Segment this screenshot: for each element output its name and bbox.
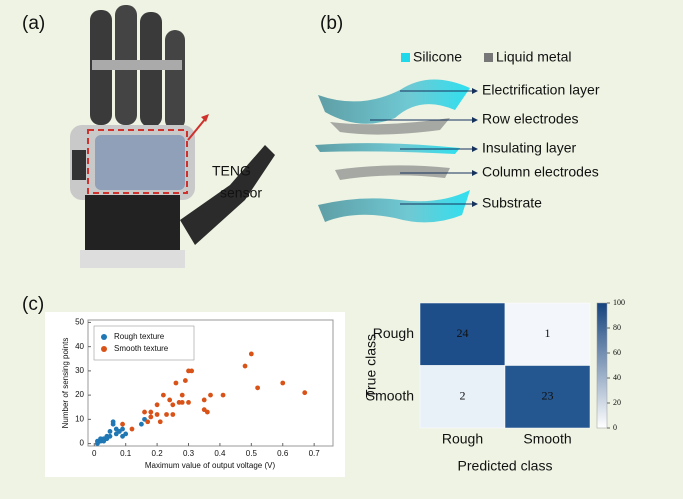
y-axis-label: Number of sensing points [61, 338, 70, 429]
x-tick-label: 0.4 [214, 449, 226, 458]
point [249, 352, 254, 357]
point [139, 422, 144, 427]
y-tick-label: 30 [75, 366, 84, 375]
point [205, 410, 210, 415]
layer-stack [315, 79, 478, 222]
point [155, 412, 160, 417]
point [108, 434, 113, 439]
y-tick-label: 10 [75, 414, 84, 423]
x-tick-label: 0.1 [120, 449, 132, 458]
y-tick-label: 20 [75, 390, 84, 399]
point [170, 412, 175, 417]
point [142, 410, 147, 415]
point [243, 364, 248, 369]
cell-value: 2 [460, 389, 466, 403]
colorbar-tick-label: 20 [613, 398, 621, 407]
point [123, 431, 128, 436]
point [170, 402, 175, 407]
point [180, 393, 185, 398]
point [189, 368, 194, 373]
legend-marker [101, 346, 107, 352]
cell-value: 24 [457, 326, 469, 340]
colorbar-tick-label: 80 [613, 323, 621, 332]
x-tick-label: 0.2 [152, 449, 164, 458]
point [120, 422, 125, 427]
legend-label: Liquid metal [496, 49, 572, 65]
point [186, 400, 191, 405]
panel-label: (b) [320, 13, 343, 34]
x-axis-label: Predicted class [458, 458, 553, 474]
y-tick-label: 40 [75, 342, 84, 351]
x-tick-label: 0.6 [277, 449, 289, 458]
annotation: TENG [212, 163, 251, 179]
point [221, 393, 226, 398]
point [158, 419, 163, 424]
point [183, 378, 188, 383]
colorbar [597, 303, 607, 428]
legend-label: Smooth texture [114, 344, 169, 353]
point [174, 381, 179, 386]
x-tick-label: Rough [442, 431, 483, 447]
legend-marker [101, 334, 107, 340]
panel-label: (a) [22, 13, 45, 34]
legend-swatch [484, 53, 493, 62]
y-tick-label: Rough [373, 325, 414, 341]
layer-label: Column electrodes [482, 164, 599, 180]
x-tick-label: 0.5 [246, 449, 258, 458]
point [167, 398, 172, 403]
point [148, 415, 153, 420]
point [180, 400, 185, 405]
cell-value: 23 [542, 389, 554, 403]
point [164, 412, 169, 417]
x-tick-label: Smooth [523, 431, 571, 447]
layer-label: Insulating layer [482, 140, 577, 156]
panel-label: (c) [22, 294, 44, 315]
x-tick-label: 0.7 [309, 449, 321, 458]
plot-background [45, 312, 345, 477]
layer-label: Electrification layer [482, 82, 600, 98]
legend-label: Silicone [413, 49, 462, 65]
x-tick-label: 0 [92, 449, 97, 458]
legend-box [94, 326, 194, 360]
figure: (a) TENG sensor (b) Silicone Liquid meta… [0, 0, 683, 499]
point [202, 398, 207, 403]
x-tick-label: 0.3 [183, 449, 195, 458]
point [148, 410, 153, 415]
point [120, 427, 125, 432]
colorbar-tick-label: 0 [613, 423, 617, 432]
point [145, 419, 150, 424]
point [302, 390, 307, 395]
point [111, 419, 116, 424]
point [108, 429, 113, 434]
point [255, 385, 260, 390]
colorbar-tick-label: 40 [613, 373, 621, 382]
point [161, 393, 166, 398]
legend-label: Rough texture [114, 332, 165, 341]
page: (a) TENG sensor (b) Silicone Liquid meta… [0, 0, 683, 499]
point [280, 381, 285, 386]
point [155, 402, 160, 407]
cell-value: 1 [545, 326, 551, 340]
y-tick-label: Smooth [366, 387, 414, 403]
layer-label: Substrate [482, 195, 542, 211]
layer-label: Row electrodes [482, 111, 579, 127]
legend-swatch [401, 53, 410, 62]
y-tick-label: 0 [80, 439, 85, 448]
x-axis-label: Maximum value of output voltage (V) [145, 461, 276, 470]
colorbar-tick-label: 60 [613, 348, 621, 357]
annotation: sensor [220, 185, 262, 201]
colorbar-tick-label: 100 [613, 298, 625, 307]
y-tick-label: 50 [75, 318, 84, 327]
point [130, 427, 135, 432]
point [208, 393, 213, 398]
